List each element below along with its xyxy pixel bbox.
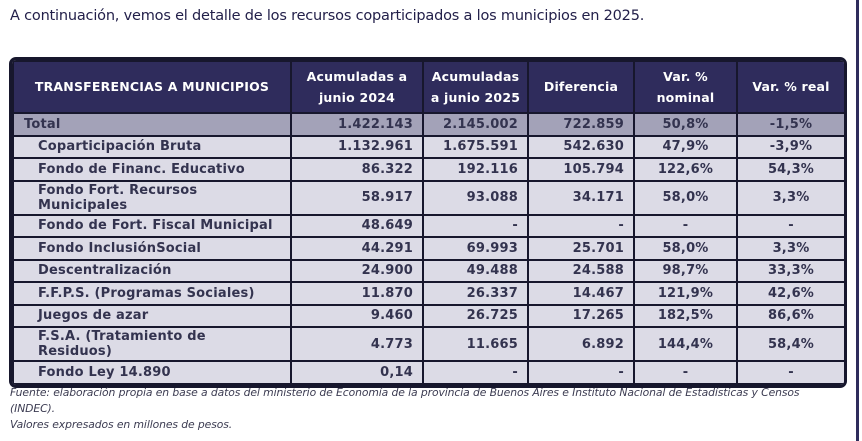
table-row: Descentralización 24.900 49.488 24.588 98,7%… bbox=[12, 258, 844, 283]
value-cell: 1.675.591 bbox=[422, 134, 529, 159]
value-cell: 722.859 bbox=[527, 112, 635, 137]
table-row: Coparticipación Bruta 1.132.961 1.675.591 5… bbox=[12, 134, 844, 159]
row-label-cell: Juegos de azar bbox=[12, 303, 292, 328]
value-cell: 26.725 bbox=[422, 303, 529, 328]
value-cell: 49.488 bbox=[422, 258, 529, 283]
value-cell: 9.460 bbox=[290, 303, 424, 328]
value-cell: 93.088 bbox=[422, 179, 529, 216]
table-row: Fondo de Fort. Fiscal Municipal 48.649- - -… bbox=[12, 213, 844, 238]
row-label-cell: Descentralización bbox=[12, 258, 292, 283]
value-cell: 33,3% bbox=[736, 258, 844, 283]
value-cell: 3,3% bbox=[736, 236, 844, 261]
value-cell: 86,6% bbox=[736, 303, 844, 328]
value-cell: 42,6% bbox=[736, 281, 844, 306]
value-cell: 98,7% bbox=[633, 258, 738, 283]
value-cell: 6.892 bbox=[527, 326, 635, 362]
row-label-cell: Fondo de Fort. Fiscal Municipal bbox=[12, 213, 292, 238]
row-label-cell: Fondo de Financ. Educativo bbox=[12, 157, 292, 182]
column-header-5: Var. % real bbox=[736, 60, 844, 114]
value-cell: - bbox=[633, 213, 738, 238]
value-cell: 4.773 bbox=[290, 326, 424, 362]
page-border-right bbox=[856, 0, 859, 441]
footnote-source-line: Fuente: elaboración propia en base a dat… bbox=[10, 386, 800, 416]
value-cell: - bbox=[527, 360, 635, 385]
value-cell: -3,9% bbox=[736, 134, 844, 159]
value-cell: 192.116 bbox=[422, 157, 529, 182]
value-cell: 24.588 bbox=[527, 258, 635, 283]
value-cell: 542.630 bbox=[527, 134, 635, 159]
value-cell: - bbox=[736, 213, 844, 238]
row-label-cell: Total bbox=[12, 112, 292, 137]
value-cell: 69.993 bbox=[422, 236, 529, 261]
table-row: Fondo InclusiónSocial 44.291 69.993 25.701 5… bbox=[12, 236, 844, 261]
table-header-row: TRANSFERENCIAS A MUNICIPIOS Acumuladas a … bbox=[12, 60, 844, 114]
column-header-2: Acumuladas a junio 2025 bbox=[422, 60, 529, 114]
footnote-units-line: Valores expresados en millones de pesos. bbox=[10, 418, 233, 432]
value-cell: 44.291 bbox=[290, 236, 424, 261]
transfers-table-grid: TRANSFERENCIAS A MUNICIPIOS Acumuladas a … bbox=[12, 60, 844, 385]
value-cell: 25.701 bbox=[527, 236, 635, 261]
value-cell: 26.337 bbox=[422, 281, 529, 306]
value-cell: 48.649 bbox=[290, 213, 424, 238]
value-cell: 58.917 bbox=[290, 179, 424, 216]
value-cell: - bbox=[527, 213, 635, 238]
value-cell: - bbox=[422, 360, 529, 385]
value-cell: 2.145.002 bbox=[422, 112, 529, 137]
row-label-cell: F.F.P.S. (Programas Sociales) bbox=[12, 281, 292, 306]
table-row: Fondo de Financ. Educativo 86.322 192.116 1… bbox=[12, 157, 844, 182]
value-cell: 11.665 bbox=[422, 326, 529, 362]
value-cell: 122,6% bbox=[633, 157, 738, 182]
column-header-3: Diferencia bbox=[527, 60, 635, 114]
column-header-0: TRANSFERENCIAS A MUNICIPIOS bbox=[12, 60, 292, 114]
value-cell: 58,4% bbox=[736, 326, 844, 362]
value-cell: 58,0% bbox=[633, 179, 738, 216]
table-row: Fondo Fort. Recursos Municipales 58.917 93… bbox=[12, 179, 844, 216]
row-label-cell: F.S.A. (Tratamiento de Residuos) bbox=[12, 326, 292, 362]
table-row: Total 1.422.143 2.145.002 722.859 50,8% -1,5% bbox=[12, 112, 844, 137]
value-cell: 0,14 bbox=[290, 360, 424, 385]
table-row: F.S.A. (Tratamiento de Residuos) 4.773 11.… bbox=[12, 326, 844, 362]
value-cell: 86.322 bbox=[290, 157, 424, 182]
value-cell: 182,5% bbox=[633, 303, 738, 328]
value-cell: 1.422.143 bbox=[290, 112, 424, 137]
value-cell: 47,9% bbox=[633, 134, 738, 159]
value-cell: 34.171 bbox=[527, 179, 635, 216]
column-header-4: Var. % nominal bbox=[633, 60, 738, 114]
value-cell: 121,9% bbox=[633, 281, 738, 306]
value-cell: 58,0% bbox=[633, 236, 738, 261]
value-cell: - bbox=[736, 360, 844, 385]
intro-text: A continuación, vemos el detalle de los … bbox=[10, 8, 645, 24]
transfers-table: TRANSFERENCIAS A MUNICIPIOS Acumuladas a … bbox=[9, 57, 847, 388]
value-cell: - bbox=[422, 213, 529, 238]
value-cell: 3,3% bbox=[736, 179, 844, 216]
value-cell: 105.794 bbox=[527, 157, 635, 182]
value-cell: 17.265 bbox=[527, 303, 635, 328]
value-cell: 144,4% bbox=[633, 326, 738, 362]
row-label-cell: Fondo InclusiónSocial bbox=[12, 236, 292, 261]
value-cell: -1,5% bbox=[736, 112, 844, 137]
column-header-1: Acumuladas a junio 2024 bbox=[290, 60, 424, 114]
table-row: Juegos de azar 9.460 26.725 17.265 182,5% 86,… bbox=[12, 303, 844, 328]
value-cell: 1.132.961 bbox=[290, 134, 424, 159]
row-label-cell: Coparticipación Bruta bbox=[12, 134, 292, 159]
table-row: F.F.P.S. (Programas Sociales) 11.870 26.33… bbox=[12, 281, 844, 306]
row-label-cell: Fondo Ley 14.890 bbox=[12, 360, 292, 385]
value-cell: 14.467 bbox=[527, 281, 635, 306]
footnote: Fuente: elaboración propia en base a dat… bbox=[10, 385, 830, 434]
row-label-cell: Fondo Fort. Recursos Municipales bbox=[12, 179, 292, 216]
value-cell: - bbox=[633, 360, 738, 385]
value-cell: 50,8% bbox=[633, 112, 738, 137]
table-row: Fondo Ley 14.890 0,14- - - - bbox=[12, 360, 844, 385]
value-cell: 11.870 bbox=[290, 281, 424, 306]
value-cell: 54,3% bbox=[736, 157, 844, 182]
table-body: Total 1.422.143 2.145.002 722.859 50,8% -1,5%… bbox=[12, 112, 844, 385]
value-cell: 24.900 bbox=[290, 258, 424, 283]
